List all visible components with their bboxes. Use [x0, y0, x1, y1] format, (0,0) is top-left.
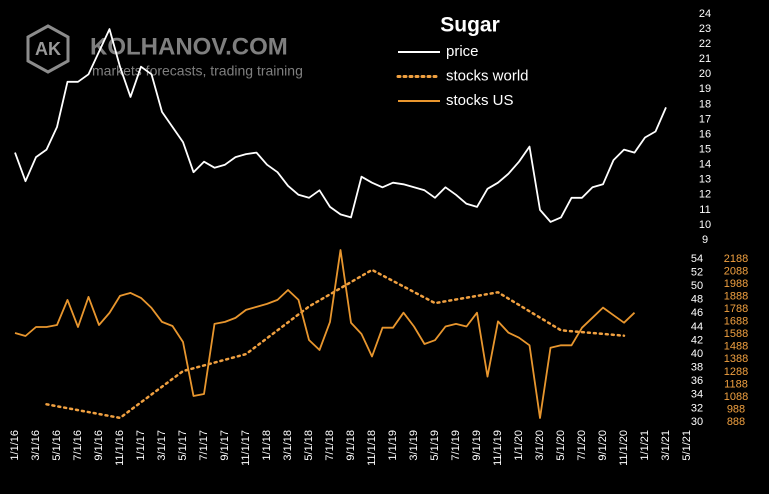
x-tick-label: 3/1/21 [660, 430, 672, 461]
x-tick-label: 9/1/20 [597, 430, 609, 461]
x-tick-label: 11/1/18 [366, 430, 378, 466]
x-tick-label: 9/1/18 [345, 430, 357, 461]
logo-hexagon [26, 24, 70, 74]
legend-label: stocks US [446, 92, 514, 109]
y-tick-label: 24 [699, 8, 711, 20]
legend-label: stocks world [446, 67, 529, 84]
x-tick-label: 11/1/20 [618, 430, 630, 466]
x-tick-label: 5/1/17 [177, 430, 189, 461]
y-tick-label: 50 [691, 280, 703, 292]
y-tick-label: 16 [699, 128, 711, 140]
x-tick-label: 5/1/19 [429, 430, 441, 461]
y-tick-label: 22 [699, 38, 711, 50]
y-tick-label: 20 [699, 68, 711, 80]
y2-tick-label: 1488 [724, 341, 748, 353]
y2-tick-label: 988 [727, 403, 745, 415]
x-tick-label: 1/1/19 [387, 430, 399, 461]
tagline: markets forecasts, trading training [92, 63, 303, 79]
y-tick-label: 46 [691, 307, 703, 319]
x-tick-label: 7/1/19 [450, 430, 462, 461]
logo-text: AK [35, 39, 61, 59]
series-line [14, 28, 667, 223]
x-tick-label: 3/1/20 [534, 430, 546, 461]
x-tick-label: 1/1/20 [513, 430, 525, 461]
x-tick-label: 1/1/18 [261, 430, 273, 461]
y-tick-label: 14 [699, 159, 711, 171]
y-tick-label: 32 [691, 402, 703, 414]
y-tick-label: 44 [691, 321, 703, 333]
x-tick-label: 5/1/21 [681, 430, 693, 461]
y-tick-label: 12 [699, 189, 711, 201]
y-tick-label: 48 [691, 294, 703, 306]
y-tick-label: 21 [699, 53, 711, 65]
x-tick-label: 9/1/19 [471, 430, 483, 461]
x-tick-label: 3/1/17 [156, 430, 168, 461]
x-tick-label: 3/1/18 [282, 430, 294, 461]
x-tick-label: 5/1/20 [555, 430, 567, 461]
series-line [14, 249, 636, 419]
x-tick-label: 11/1/17 [240, 430, 252, 466]
y-tick-label: 40 [691, 348, 703, 360]
series-line [45, 268, 626, 420]
x-tick-label: 3/1/16 [30, 430, 42, 461]
x-tick-label: 11/1/19 [492, 430, 504, 466]
y-tick-label: 19 [699, 83, 711, 95]
y-tick-label: 30 [691, 416, 703, 428]
y2-tick-label: 1188 [724, 378, 748, 390]
x-tick-label: 7/1/17 [198, 430, 210, 461]
y-tick-label: 34 [691, 389, 703, 401]
y-tick-label: 13 [699, 174, 711, 186]
brand: KOLHANOV.COM [90, 33, 288, 60]
y2-tick-label: 1588 [724, 328, 748, 340]
x-tick-label: 9/1/17 [219, 430, 231, 461]
x-tick-label: 11/1/16 [114, 430, 126, 466]
x-tick-label: 7/1/16 [72, 430, 84, 461]
y-tick-label: 11 [699, 204, 710, 216]
watermark: AK KOLHANOV.COM markets forecasts, tradi… [26, 24, 303, 79]
y2-tick-label: 1088 [724, 391, 748, 403]
y-tick-label: 38 [691, 362, 703, 374]
y2-tick-label: 1388 [724, 353, 748, 365]
y-tick-label: 42 [691, 334, 703, 346]
x-tick-label: 7/1/20 [576, 430, 588, 461]
y2-tick-label: 1788 [724, 303, 748, 315]
y-tick-label: 36 [691, 375, 703, 387]
x-tick-label: 3/1/19 [408, 430, 420, 461]
y-tick-label: 15 [699, 144, 711, 156]
y2-tick-label: 1688 [724, 316, 748, 328]
y2-tick-label: 1288 [724, 366, 748, 378]
y2-tick-label: 2088 [724, 265, 748, 277]
x-tick-label: 1/1/17 [135, 430, 147, 461]
x-tick-label: 5/1/16 [51, 430, 63, 461]
y-tick-label: 17 [699, 113, 711, 125]
y-tick-label: 23 [699, 23, 711, 35]
y-tick-label: 52 [691, 266, 703, 278]
y-tick-label: 54 [691, 253, 703, 265]
x-tick-label: 1/1/16 [9, 430, 21, 461]
x-tick-label: 1/1/21 [639, 430, 651, 461]
x-tick-label: 5/1/18 [303, 430, 315, 461]
legend-label: price [446, 43, 479, 60]
y2-tick-label: 1888 [724, 291, 748, 303]
y2-tick-label: 1988 [724, 278, 748, 290]
y-tick-label: 10 [699, 219, 711, 231]
y-tick-label: 9 [702, 234, 708, 246]
y2-tick-label: 888 [727, 416, 745, 428]
y2-tick-label: 2188 [724, 253, 748, 265]
x-tick-label: 9/1/16 [93, 430, 105, 461]
y-tick-label: 18 [699, 98, 711, 110]
chart-title: Sugar [440, 14, 500, 37]
x-tick-label: 7/1/18 [324, 430, 336, 461]
